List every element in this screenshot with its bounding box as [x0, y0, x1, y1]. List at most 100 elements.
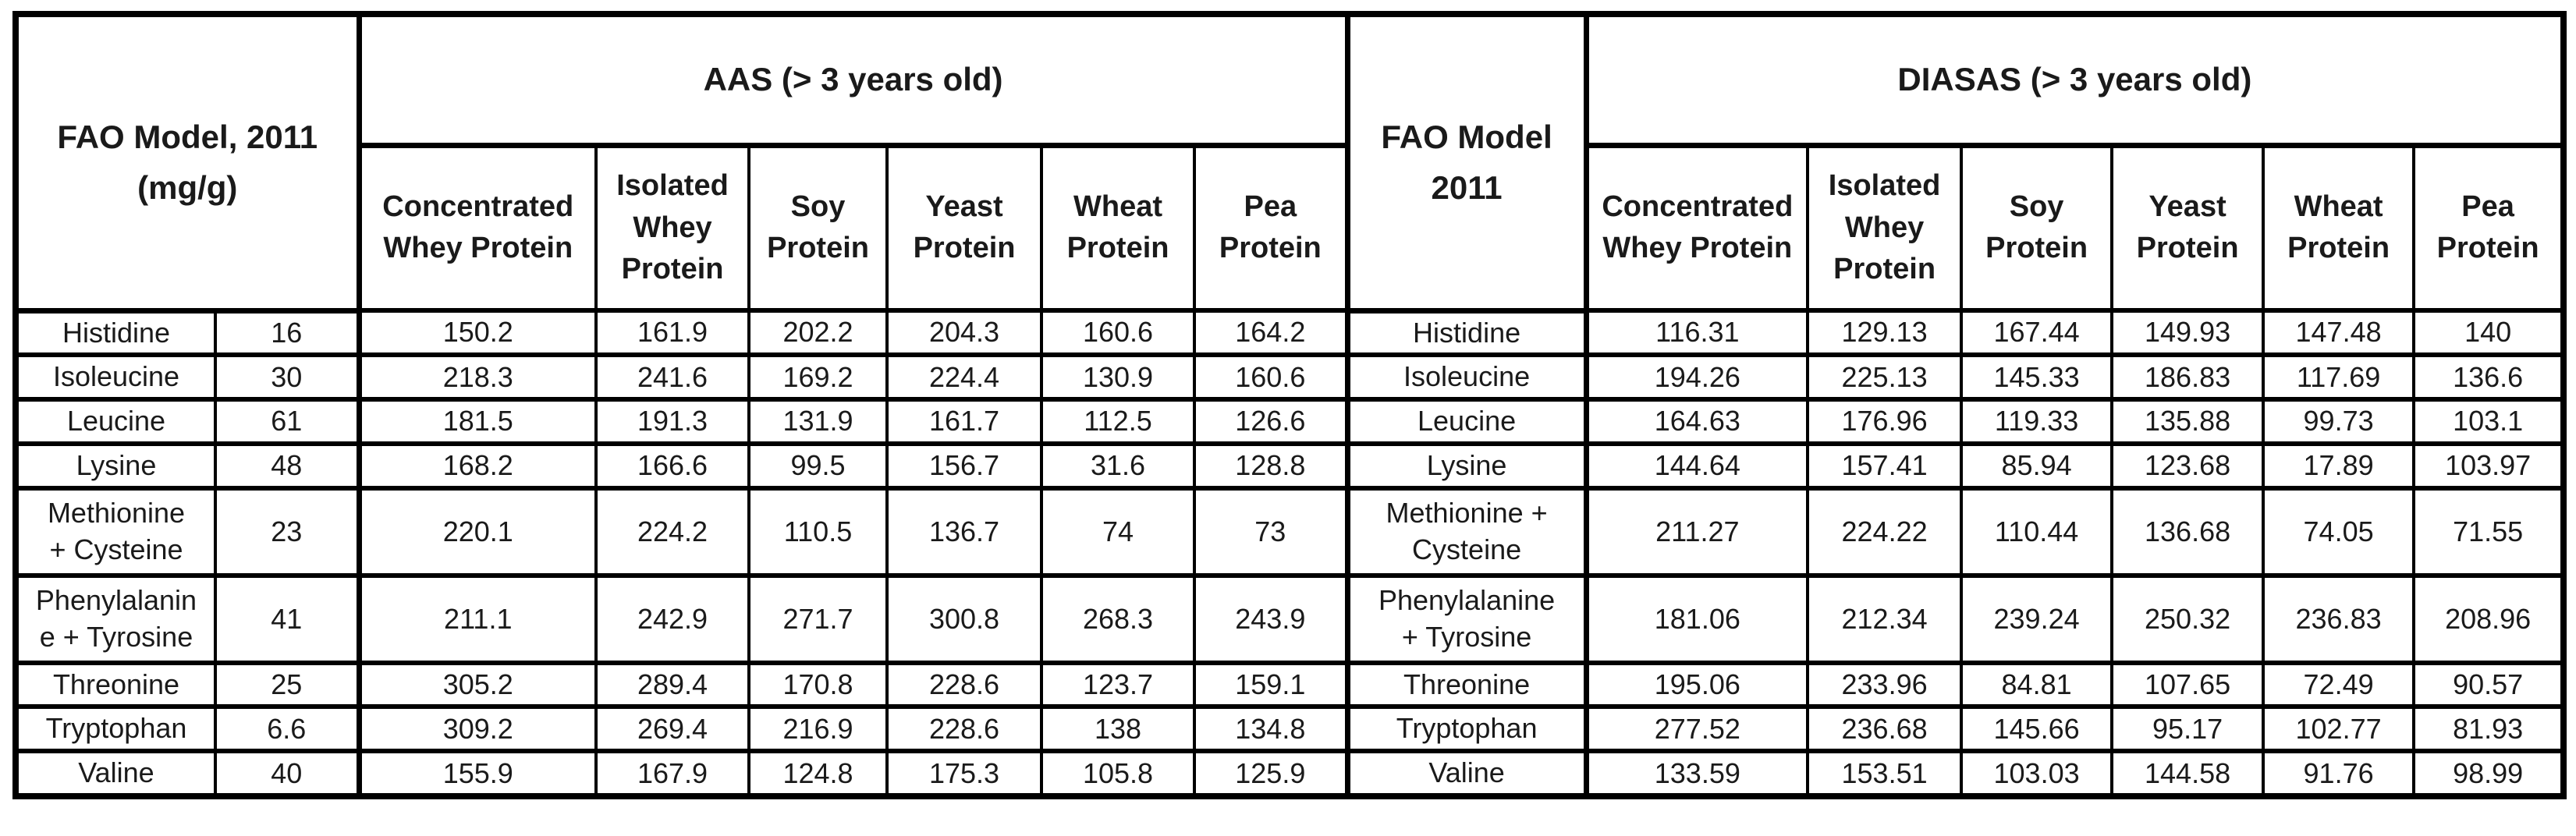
- aas-value: 130.9: [1040, 352, 1197, 402]
- fao-requirement-value: 48: [213, 441, 361, 491]
- table-row-tryptophan: Tryptophan 6.6 309.2 269.4 216.9 228.6 1…: [14, 704, 2566, 754]
- table-row-histidine: Histidine 16 150.2 161.9 202.2 204.3 160…: [14, 307, 2566, 358]
- amino-acid-name-left: Isoleucine: [14, 352, 217, 402]
- aas-value: 138: [1040, 704, 1197, 754]
- diasas-value: 110.44: [1960, 485, 2114, 578]
- fao-requirement-value: 6.6: [213, 704, 361, 754]
- diasas-value: 95.17: [2110, 704, 2266, 754]
- diasas-value: 84.81: [1960, 660, 2114, 710]
- fao-requirement-value: 16: [213, 307, 361, 358]
- aas-value: 220.1: [356, 485, 598, 578]
- amino-acid-name-right: Phenylalanine + Tyrosine: [1344, 572, 1588, 665]
- diasas-col-yeast: Yeast Protein: [2110, 143, 2266, 313]
- fao-requirement-value: 41: [213, 572, 361, 665]
- aas-value: 123.7: [1040, 660, 1197, 710]
- diasas-value: 74.05: [2262, 485, 2416, 578]
- aas-value: 112.5: [1040, 397, 1197, 446]
- aas-value: 224.2: [594, 485, 751, 578]
- protein-header-row: Concentrated Whey Protein Isolated Whey …: [16, 143, 2566, 313]
- diasas-value: 167.44: [1960, 307, 2114, 358]
- aas-value: 150.2: [356, 307, 598, 358]
- diasas-value: 144.58: [2110, 749, 2266, 799]
- diasas-value: 103.03: [1960, 749, 2114, 799]
- fao-requirement-value: 61: [213, 397, 361, 446]
- amino-acid-name-right: Threonine: [1344, 660, 1588, 710]
- aas-col-yeast: Yeast Protein: [885, 143, 1044, 313]
- diasas-value: 145.33: [1960, 352, 2114, 402]
- fao-requirement-value: 30: [213, 352, 361, 402]
- diasas-col-pea: Pea Protein: [2412, 143, 2566, 313]
- aas-value: 99.5: [747, 441, 889, 491]
- diasas-value: 277.52: [1583, 704, 1810, 754]
- diasas-value: 181.06: [1583, 572, 1810, 665]
- amino-acid-name-left: Phenylalanin e + Tyrosine: [14, 572, 217, 665]
- amino-acid-name-left: Histidine: [14, 307, 217, 358]
- diasas-value: 147.48: [2262, 307, 2416, 358]
- aas-value: 309.2: [356, 704, 598, 754]
- diasas-value: 239.24: [1960, 572, 2114, 665]
- diasas-value: 133.59: [1583, 749, 1810, 799]
- fao-requirement-value: 40: [213, 749, 361, 799]
- aas-value: 224.4: [885, 352, 1044, 402]
- diasas-value: 85.94: [1960, 441, 2114, 491]
- aas-col-isolated-whey: Isolated Whey Protein: [594, 143, 751, 313]
- aas-value: 289.4: [594, 660, 751, 710]
- diasas-value: 136.68: [2110, 485, 2266, 578]
- table-header: FAO Model, 2011 (mg/g) AAS (> 3 years ol…: [12, 12, 2567, 314]
- aas-value: 126.6: [1193, 397, 1350, 446]
- aas-value: 128.8: [1193, 441, 1350, 491]
- diasas-value: 233.96: [1806, 660, 1964, 710]
- diasas-value: 123.68: [2110, 441, 2266, 491]
- fao-model-right-header: FAO Model 2011: [1344, 12, 1589, 314]
- aas-value: 31.6: [1040, 441, 1197, 491]
- aas-value: 161.7: [885, 397, 1044, 446]
- amino-acid-name-right: Methionine + Cysteine: [1344, 485, 1588, 578]
- aas-value: 168.2: [356, 441, 598, 491]
- aas-value: 169.2: [747, 352, 889, 402]
- aas-col-pea: Pea Protein: [1193, 143, 1350, 313]
- diasas-value: 98.99: [2412, 749, 2566, 799]
- diasas-value: 81.93: [2412, 704, 2566, 754]
- aas-value: 159.1: [1193, 660, 1350, 710]
- aas-value: 269.4: [594, 704, 751, 754]
- diasas-col-soy: Soy Protein: [1960, 143, 2114, 313]
- aas-banner: AAS (> 3 years old): [356, 12, 1350, 148]
- amino-acid-name-left: Tryptophan: [14, 704, 217, 754]
- aas-value: 156.7: [885, 441, 1044, 491]
- aas-value: 167.9: [594, 749, 751, 799]
- amino-acid-name-right: Leucine: [1344, 397, 1588, 446]
- aas-col-wheat: Wheat Protein: [1040, 143, 1197, 313]
- aas-value: 105.8: [1040, 749, 1197, 799]
- table-row-threonine: Threonine 25 305.2 289.4 170.8 228.6 123…: [14, 660, 2566, 710]
- aas-value: 170.8: [747, 660, 889, 710]
- aas-value: 271.7: [747, 572, 889, 665]
- diasas-value: 195.06: [1583, 660, 1810, 710]
- diasas-value: 140: [2412, 307, 2566, 358]
- diasas-value: 136.6: [2412, 352, 2566, 402]
- aas-value: 204.3: [885, 307, 1044, 358]
- aas-value: 228.6: [885, 660, 1044, 710]
- diasas-value: 236.68: [1806, 704, 1964, 754]
- amino-acid-name-left: Lysine: [14, 441, 217, 491]
- table-row-valine: Valine 40 155.9 167.9 124.8 175.3 105.8 …: [14, 749, 2566, 799]
- diasas-value: 119.33: [1960, 397, 2114, 446]
- aas-value: 125.9: [1193, 749, 1350, 799]
- amino-acid-name-left: Leucine: [14, 397, 217, 446]
- aas-value: 131.9: [747, 397, 889, 446]
- aas-value: 241.6: [594, 352, 751, 402]
- diasas-value: 102.77: [2262, 704, 2416, 754]
- diasas-value: 186.83: [2110, 352, 2266, 402]
- diasas-value: 250.32: [2110, 572, 2266, 665]
- diasas-col-wheat: Wheat Protein: [2262, 143, 2416, 313]
- aas-value: 191.3: [594, 397, 751, 446]
- banner-row: FAO Model, 2011 (mg/g) AAS (> 3 years ol…: [12, 12, 2567, 314]
- diasas-value: 90.57: [2412, 660, 2566, 710]
- aas-value: 300.8: [885, 572, 1044, 665]
- diasas-value: 176.96: [1806, 397, 1964, 446]
- table-body: Histidine 16 150.2 161.9 202.2 204.3 160…: [14, 307, 2566, 799]
- diasas-value: 164.63: [1583, 397, 1810, 446]
- diasas-value: 71.55: [2412, 485, 2566, 578]
- amino-acid-name-left: Valine: [14, 749, 217, 799]
- aas-value: 136.7: [885, 485, 1044, 578]
- aas-value: 202.2: [747, 307, 889, 358]
